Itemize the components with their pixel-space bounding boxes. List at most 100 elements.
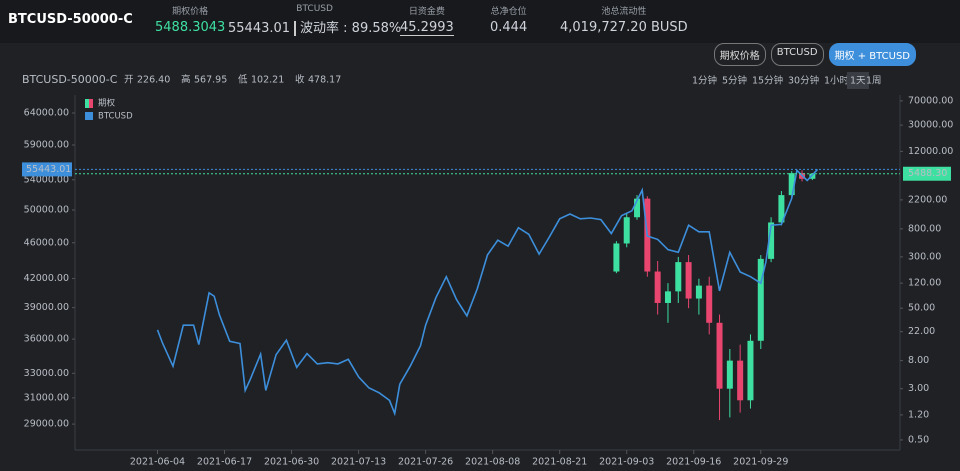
stat: 池总流动性 4,019,727.20 BUSD	[560, 4, 688, 35]
legend-label: BTCUSD	[98, 112, 133, 122]
x-tick-label: 2021-08-21	[532, 457, 587, 468]
option-last-badge	[903, 166, 951, 181]
y-tick-label: 39000.00	[24, 302, 69, 313]
x-tick-label: 2021-06-17	[197, 457, 252, 468]
last-price-badge	[22, 162, 72, 177]
candle-body	[778, 195, 785, 223]
legend-swatch	[85, 112, 93, 120]
y-tick-label: 36000.00	[24, 334, 69, 345]
ohlc-label: 高	[181, 74, 191, 86]
stat-label: 日资金费	[408, 7, 445, 17]
stat-value: 55443.01	[228, 21, 291, 36]
candle-body	[809, 173, 816, 179]
interval-button[interactable]: 5分钟	[722, 75, 747, 87]
ohlc-value: 226.40	[137, 75, 170, 86]
candle-body	[737, 360, 744, 401]
stat-label: BTCUSD	[296, 4, 333, 14]
stat-label: 总净仓位	[490, 7, 527, 17]
stat-value: 4,019,727.20 BUSD	[560, 20, 688, 35]
y2-tick-label: 2200.00	[908, 194, 947, 205]
candle-body	[716, 322, 723, 389]
legend-label: 期权	[98, 98, 116, 109]
stat-label: 期权价格	[172, 7, 209, 17]
ohlc-value: 478.17	[308, 75, 341, 86]
candle-body	[768, 222, 775, 259]
y-tick-label: 54000.00	[24, 174, 69, 185]
option-last-label: 5488.30	[908, 168, 947, 179]
candle-body	[675, 262, 682, 292]
chart-title: BTCUSD-50000-C	[22, 73, 118, 86]
x-tick-label: 2021-09-16	[666, 457, 721, 468]
y2-tick-label: 8.00	[908, 355, 929, 366]
legend-swatch	[85, 99, 89, 108]
interval-button[interactable]: 1周	[866, 76, 882, 87]
stat-value: 5488.3043	[155, 20, 226, 35]
y-tick-label: 46000.00	[24, 237, 69, 248]
last-price-label: 55443.01	[26, 164, 71, 175]
stat-value: 45.2993	[400, 20, 454, 36]
x-tick-label: 2021-06-30	[264, 457, 319, 468]
view-button[interactable]: 期权 + BTCUSD	[828, 43, 916, 66]
legend-swatch	[89, 99, 93, 108]
ohlc-value: 102.21	[251, 75, 284, 86]
view-button[interactable]: BTCUSD	[770, 43, 824, 66]
y-tick-label: 64000.00	[24, 108, 69, 119]
x-tick-label: 2021-07-26	[398, 457, 453, 468]
candle-body	[788, 173, 795, 196]
ohlc-value: 567.95	[194, 75, 227, 86]
candle-body	[757, 258, 764, 341]
ohlc-label: 收	[295, 74, 305, 86]
stat-extra: 波动率 : 89.58%	[300, 21, 402, 36]
y2-tick-label: 30000.00	[908, 120, 953, 131]
y2-tick-label: 120.00	[908, 278, 941, 289]
candle-body	[623, 217, 630, 244]
stat: 总净仓位 0.444	[490, 4, 527, 35]
stat: BTCUSD 55443.01 波动率 : 89.58%	[228, 4, 401, 36]
y-tick-label: 31000.00	[24, 392, 69, 403]
stat-value: 0.444	[490, 20, 528, 35]
view-button[interactable]: 期权价格	[713, 43, 766, 66]
candle-body	[634, 198, 641, 218]
y-tick-label: 33000.00	[24, 368, 69, 379]
y-tick-label: 42000.00	[24, 273, 69, 284]
interval-active	[847, 72, 869, 89]
view-buttons: 期权价格 BTCUSD 期权 + BTCUSD	[713, 43, 916, 66]
x-tick-label: 2021-09-03	[599, 457, 654, 468]
ohlc-label: 开	[124, 75, 134, 86]
candle-body	[654, 271, 661, 303]
y-tick-label: 29000.00	[24, 419, 69, 430]
top-bar: BTCUSD-50000-C 期权价格 5488.3043 BTCUSD 55443.…	[0, 0, 960, 43]
x-tick-label: 2021-07-13	[331, 457, 386, 468]
stat: 期权价格 5488.3043	[155, 4, 225, 35]
y2-tick-label: 0.50	[908, 434, 929, 445]
y2-tick-label: 800.00	[908, 223, 941, 234]
y2-tick-label: 50.00	[908, 303, 935, 314]
x-tick-label: 2021-06-04	[130, 457, 185, 468]
candle-body	[613, 243, 620, 272]
y2-tick-label: 22.00	[908, 326, 935, 337]
y-tick-label: 59000.00	[24, 139, 69, 150]
interval-button[interactable]: 1分钟	[692, 75, 717, 87]
candle-body	[664, 291, 671, 303]
candle-body	[726, 360, 733, 389]
y2-tick-label: 70000.00	[908, 95, 953, 106]
y2-tick-label: 3.00	[908, 383, 929, 394]
y-tick-label: 50000.00	[24, 205, 69, 216]
candle-body	[706, 285, 713, 323]
candle-body	[747, 340, 754, 401]
x-tick-label: 2021-09-29	[733, 457, 788, 468]
symbol[interactable]: BTCUSD-50000-C	[8, 12, 133, 27]
x-tick-label: 2021-08-08	[465, 457, 520, 468]
price-line	[156, 168, 819, 417]
y2-tick-label: 1.20	[908, 409, 929, 420]
stat: 日资金费 45.2993	[400, 4, 454, 36]
interval-button[interactable]: 1天	[850, 76, 866, 87]
stat-label: 池总流动性	[601, 7, 647, 17]
interval-button[interactable]: 30分钟	[788, 75, 819, 87]
y2-tick-label: 300.00	[908, 251, 941, 262]
interval-button[interactable]: 15分钟	[752, 75, 783, 87]
ohlc-label: 低	[238, 74, 248, 86]
interval-button[interactable]: 1小时	[824, 75, 850, 87]
